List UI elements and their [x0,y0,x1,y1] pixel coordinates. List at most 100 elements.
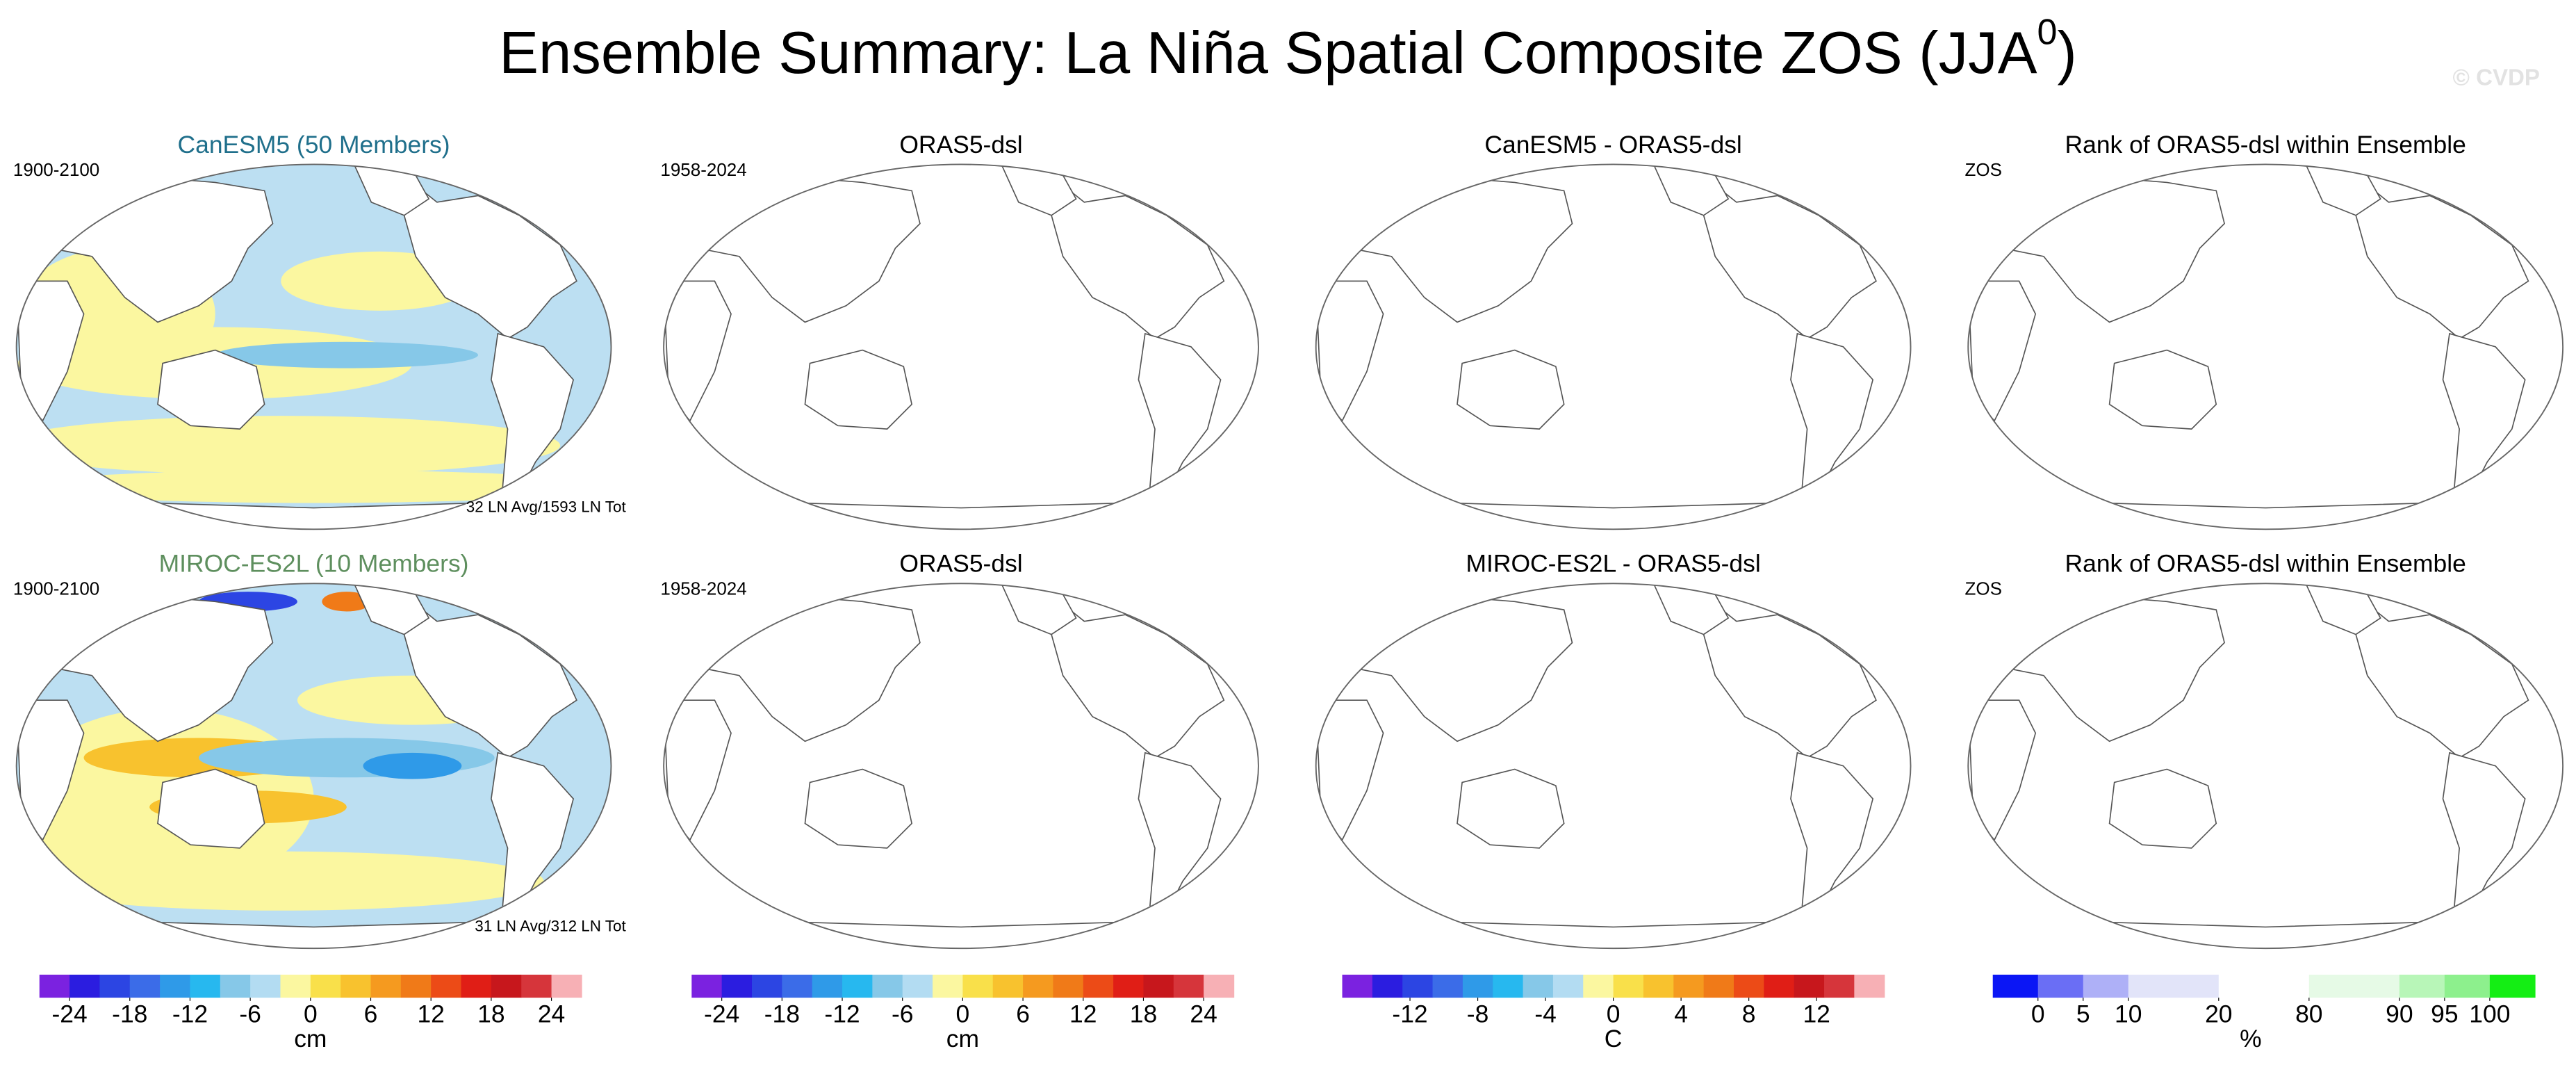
colorbar-box [39,974,70,998]
colorbar-box [1083,974,1114,998]
colorbar-tick-label: 0 [956,1000,970,1028]
colorbar-tick-label: -12 [1392,1000,1427,1028]
colorbar-box [310,974,341,998]
colorbar-tick-label: -12 [172,1000,208,1028]
colorbar-tick-label: -24 [51,1000,87,1028]
colorbar-tick-label: -6 [892,1000,914,1028]
panel-title: CanESM5 - ORAS5-dsl [1484,131,1741,159]
colorbars: -24 -18 -12 -6 0 6 12 18 24 cm -24 -18 -12 -6 0 6 12 18 24… [39,974,2536,1053]
colorbar-box [461,974,492,998]
colorbar-box [1992,974,2039,998]
colorbar-box [1493,974,1524,998]
colorbar-tick-label: -8 [1467,1000,1489,1028]
colorbar-tick-label: 24 [1190,1000,1217,1028]
colorbar-box [1733,974,1765,998]
colorbar-box [400,974,432,998]
colorbar-box [1552,974,1584,998]
colorbar-box [1402,974,1434,998]
colorbar-tick-label: 0 [304,1000,318,1028]
colorbar-tick-label: 95 [2431,1000,2458,1028]
colorbar-tick-label: -4 [1534,1000,1557,1028]
colorbar-tick-label: -24 [704,1000,739,1028]
watermark: © CVDP [2453,65,2540,90]
map-panel: CanESM5 (50 Members) 1900-2100 32 LN Avg/1… [13,131,627,530]
colorbar-box [99,974,131,998]
colorbar-box [1462,974,1493,998]
colorbar: 0 5 10 20 80 90 95 100% [1992,974,2536,1053]
colorbar-box [2399,974,2445,998]
colorbar-tick-label: 10 [2115,1000,2142,1028]
colorbar-box [1204,974,1235,998]
colorbar-label: C [1605,1025,1623,1053]
colorbar-tick-label: 80 [2295,1000,2322,1028]
colorbar-box [190,974,221,998]
colorbar-tick-label: 5 [2076,1000,2090,1028]
colorbar-tick-label: 18 [477,1000,504,1028]
colorbar-tick-label: 20 [2205,1000,2232,1028]
field-blob [18,470,610,503]
colorbar-box [782,974,813,998]
colorbar-label: cm [946,1025,979,1053]
field-blob [215,341,478,368]
colorbar-box [2128,974,2220,998]
map-border [1315,163,1912,530]
colorbar: -24 -18 -12 -6 0 6 12 18 24 cm [39,974,582,1053]
colorbar-box [2489,974,2536,998]
colorbar-tick-label: 0 [1607,1000,1621,1028]
colorbar-tick-label: 4 [1674,1000,1688,1028]
map-border [1967,583,2564,950]
panel-left-label: 1958-2024 [660,578,746,599]
panel-left-label: 1900-2100 [13,159,99,180]
colorbar-box [1113,974,1145,998]
colorbar-box [220,974,251,998]
colorbar-box [129,974,161,998]
colorbar-box [491,974,522,998]
panel-footnote: 31 LN Avg/312 LN Tot [475,917,626,934]
colorbar-box [1372,974,1403,998]
colorbar-box [69,974,101,998]
figure-title: Ensemble Summary: La Niña Spatial Compos… [499,12,2077,86]
colorbar-tick-label: 100 [2469,1000,2510,1028]
colorbar-box [1703,974,1734,998]
panel-title: MIROC-ES2L (10 Members) [159,550,469,578]
colorbar-box [1143,974,1174,998]
colorbar-box [2308,974,2400,998]
map-border [15,163,612,530]
title-text: Ensemble Summary: La Niña Spatial Compos… [499,20,2037,86]
map-border [663,163,1259,530]
panel-footnote: 32 LN Avg/1593 LN Tot [466,498,627,516]
map-panel: ORAS5-dsl 1958-2024 [660,131,1259,530]
colorbar-tick-label: 18 [1130,1000,1157,1028]
map-border [1967,163,2564,530]
colorbar-box [721,974,753,998]
map-panel: MIROC-ES2L (10 Members) 1900-2100 31 LN Av… [13,550,626,950]
colorbar-box [160,974,191,998]
colorbar-tick-label: -12 [824,1000,860,1028]
colorbar-box [1342,974,1373,998]
colorbar-tick-label: 0 [2031,1000,2045,1028]
colorbar-box [521,974,552,998]
colorbar-box [1523,974,1554,998]
panel-title: ORAS5-dsl [899,131,1022,159]
map-panel: Rank of ORAS5-dsl within Ensemble ZOS [1965,131,2564,530]
colorbar-box [2037,974,2084,998]
colorbar-box [1023,974,1054,998]
colorbar-tick-label: 24 [538,1000,565,1028]
colorbar-tick-label: 12 [1069,1000,1097,1028]
panel-title: ORAS5-dsl [899,550,1022,578]
ocean-field [18,592,544,911]
colorbar-box [1173,974,1204,998]
colorbar-box [1613,974,1644,998]
map-border [15,583,612,950]
colorbar-box [250,974,281,998]
colorbar-tick-label: 6 [1016,1000,1030,1028]
colorbar: -12 -8 -4 0 4 8 12 C [1342,974,1885,1053]
colorbar-box [2218,974,2310,998]
panel-title: MIROC-ES2L - ORAS5-dsl [1466,550,1760,578]
colorbar-box [2083,974,2129,998]
field-blob [322,592,372,612]
colorbar-box [992,974,1024,998]
colorbar-box [1432,974,1463,998]
